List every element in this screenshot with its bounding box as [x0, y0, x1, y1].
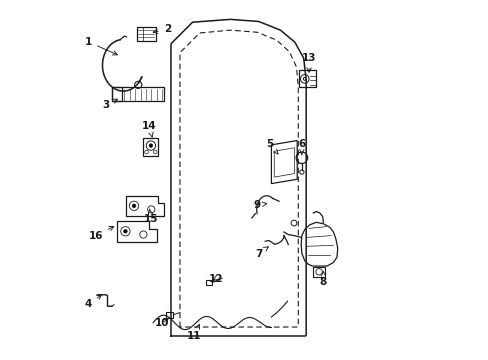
- Text: 3: 3: [102, 99, 117, 110]
- Text: 15: 15: [144, 209, 158, 224]
- Text: 11: 11: [187, 324, 201, 341]
- Text: 9: 9: [253, 200, 266, 210]
- Text: 7: 7: [255, 247, 268, 258]
- Text: 10: 10: [155, 319, 169, 328]
- Text: 2: 2: [153, 24, 171, 35]
- Text: 4: 4: [84, 295, 102, 309]
- Text: 8: 8: [319, 271, 326, 287]
- Text: 16: 16: [88, 226, 114, 240]
- Circle shape: [132, 204, 136, 208]
- Text: 14: 14: [142, 121, 157, 137]
- Text: 5: 5: [265, 139, 278, 154]
- Text: 13: 13: [301, 53, 316, 72]
- Text: 12: 12: [208, 274, 223, 284]
- Circle shape: [123, 229, 127, 233]
- Circle shape: [149, 144, 152, 147]
- Text: 6: 6: [298, 139, 305, 155]
- Text: 1: 1: [85, 37, 117, 55]
